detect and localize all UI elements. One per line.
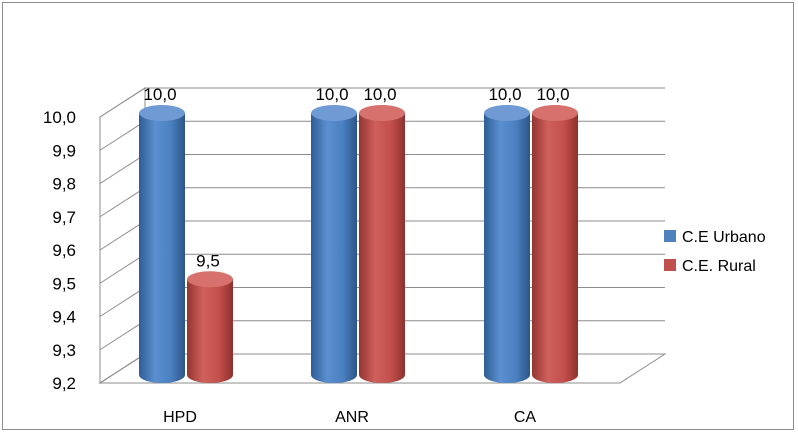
- y-tick-label: 9,6: [52, 241, 76, 260]
- legend-label: C.E Urbano: [682, 229, 766, 246]
- legend-swatch: [664, 230, 676, 242]
- legend: C.E Urbano C.E. Rural: [664, 229, 766, 275]
- category-label: HPD: [163, 409, 197, 426]
- bar-c-e-rural-ca: [532, 105, 578, 383]
- y-tick-label: 9,7: [52, 208, 76, 227]
- data-labels: 10,0 9,5 10,0 10,0 10,0 10,0: [143, 85, 569, 270]
- bars: [139, 105, 578, 383]
- data-label: 10,0: [536, 85, 569, 104]
- bar-c-e-urbano-hpd: [139, 105, 185, 383]
- data-label: 10,0: [143, 85, 176, 104]
- data-label: 10,0: [315, 85, 348, 104]
- data-label: 10,0: [363, 85, 396, 104]
- gridline: [99, 87, 665, 118]
- y-axis-ticks: 9,2 9,3 9,4 9,5 9,6 9,7 9,8 9,9 10,0: [43, 108, 76, 393]
- y-tick-label: 9,9: [52, 141, 76, 160]
- y-tick-label: 10,0: [43, 108, 76, 127]
- bar-c-e-urbano-anr: [311, 105, 357, 383]
- category-label: CA: [514, 409, 537, 426]
- y-tick-label: 9,3: [52, 341, 76, 360]
- data-label: 9,5: [196, 251, 220, 270]
- y-tick-label: 9,2: [52, 374, 76, 393]
- bar-c-e-urbano-ca: [484, 105, 530, 383]
- category-label: ANR: [335, 409, 369, 426]
- y-tick-label: 9,8: [52, 175, 76, 194]
- legend-label: C.E. Rural: [682, 258, 756, 275]
- x-axis-categories: HPD ANR CA: [163, 409, 536, 426]
- y-tick-label: 9,4: [52, 308, 76, 327]
- data-label: 10,0: [488, 85, 521, 104]
- y-tick-label: 9,5: [52, 274, 76, 293]
- bar-c-e-rural-hpd: [187, 271, 233, 383]
- bar-c-e-rural-anr: [359, 105, 405, 383]
- legend-swatch: [664, 259, 676, 271]
